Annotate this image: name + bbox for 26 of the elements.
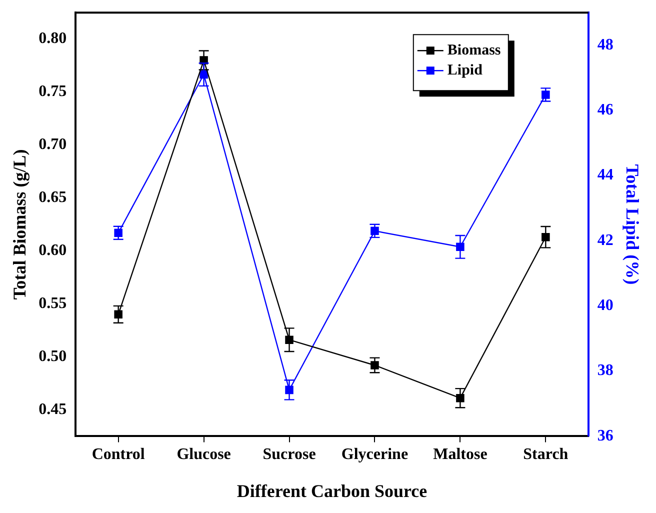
y-tick-label: 0.70 — [38, 136, 67, 154]
y2-tick-label: 42 — [597, 232, 614, 249]
y2-tick-label: 46 — [597, 101, 614, 118]
legend-label: Biomass — [447, 42, 501, 58]
y2-tick-label: 44 — [597, 166, 614, 184]
y-tick-label: 0.50 — [38, 348, 67, 365]
x-tick-label: Maltose — [433, 446, 488, 463]
y-tick-label: 0.75 — [38, 83, 67, 100]
y2-tick-label: 48 — [597, 36, 614, 54]
y2-axis-title: Total Lipid (%) — [622, 164, 643, 285]
y2-tick-label: 38 — [597, 362, 614, 380]
x-tick-label: Starch — [523, 446, 568, 463]
x-tick-label: Control — [92, 446, 146, 463]
x-tick-label: Glucose — [176, 446, 231, 463]
y-tick-label: 0.45 — [38, 400, 67, 418]
y2-tick-label: 40 — [597, 297, 614, 314]
y-tick-label: 0.80 — [38, 30, 67, 48]
x-tick-label: Sucrose — [262, 446, 316, 463]
x-axis-title: Different Carbon Source — [236, 480, 428, 501]
y-tick-label: 0.55 — [38, 294, 67, 312]
y-tick-label: 0.65 — [38, 189, 67, 206]
y-tick-label: 0.60 — [38, 242, 67, 260]
x-tick-label: Glycerine — [341, 446, 408, 463]
y2-tick-label: 36 — [597, 427, 614, 444]
legend-label: Lipid — [447, 62, 484, 78]
y-axis-title: Total Biomass (g/L) — [9, 149, 30, 300]
